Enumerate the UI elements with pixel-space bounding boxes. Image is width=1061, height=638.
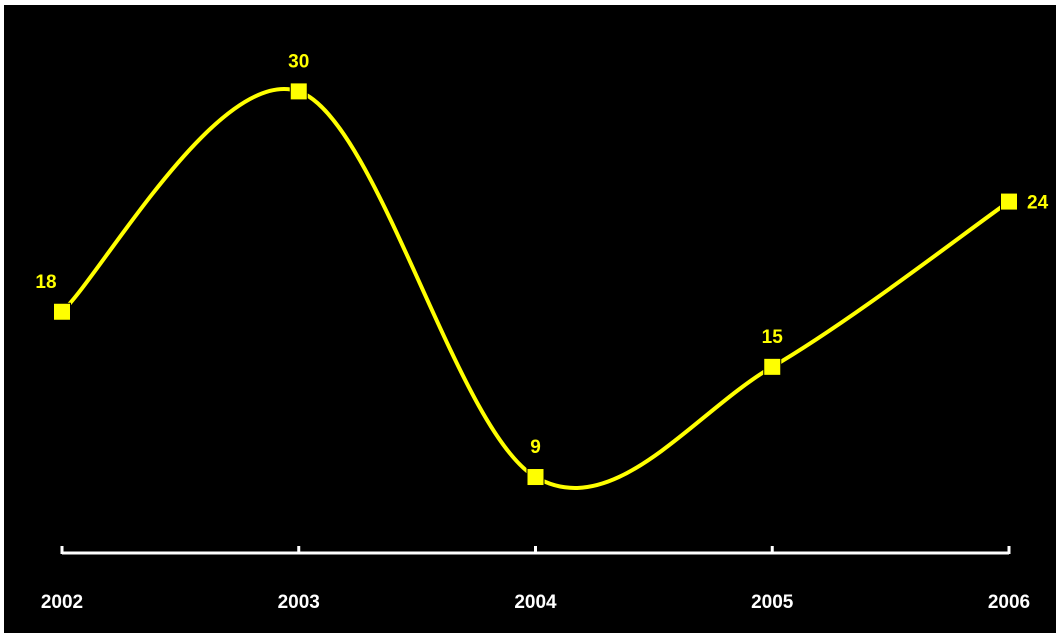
x-tick-label: 2005 — [751, 592, 794, 613]
x-axis — [60, 546, 1011, 555]
data-label: 18 — [35, 272, 56, 293]
data-label: 9 — [530, 437, 541, 458]
series-line — [60, 87, 1011, 490]
data-label: 30 — [288, 51, 309, 72]
x-tick-labels: 2002 2003 2004 2005 2006 — [41, 592, 1030, 613]
data-point-marker — [53, 302, 71, 321]
x-tick-label: 2004 — [514, 592, 557, 613]
data-point-marker — [1000, 192, 1018, 211]
data-point-marker — [289, 82, 308, 101]
chart-background — [4, 5, 1056, 633]
data-labels: 18 30 9 15 24 — [35, 51, 1048, 458]
data-label: 24 — [1027, 193, 1049, 214]
data-point-marker — [763, 357, 782, 376]
x-tick-label: 2002 — [41, 592, 83, 613]
series-line-group — [60, 87, 1011, 490]
x-tick-label: 2003 — [278, 592, 320, 613]
data-point-marker — [526, 468, 545, 487]
series-markers — [53, 82, 1018, 487]
data-label: 15 — [762, 327, 784, 348]
x-tick-label: 2006 — [988, 592, 1030, 613]
